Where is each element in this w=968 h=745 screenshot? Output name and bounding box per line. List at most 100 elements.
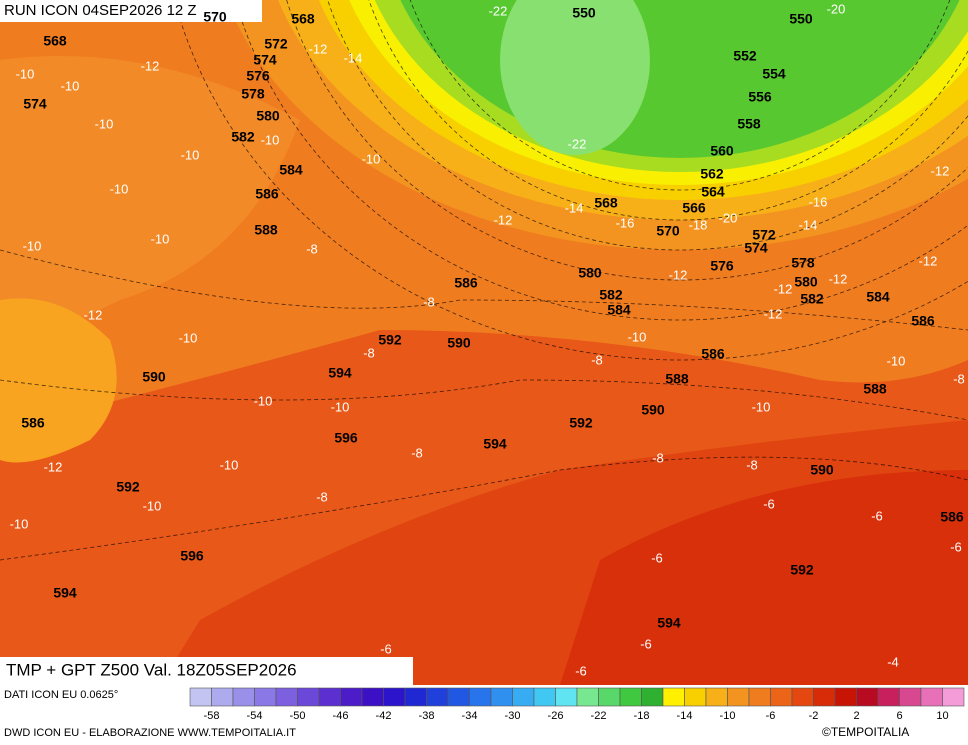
temperature-label: -6 xyxy=(575,663,587,678)
scale-cell xyxy=(318,687,341,707)
scale-cell xyxy=(662,687,685,707)
temperature-label: -10 xyxy=(151,231,170,246)
scale-cell xyxy=(748,687,771,707)
scale-cell xyxy=(211,687,234,707)
geopotential-label: 596 xyxy=(180,548,204,564)
scale-label: -26 xyxy=(548,710,564,722)
scale-cell xyxy=(490,687,513,707)
geopotential-label: 572 xyxy=(752,227,776,243)
scale-cell xyxy=(942,687,965,707)
geopotential-label: 570 xyxy=(656,223,680,239)
geopotential-label: 580 xyxy=(794,274,818,290)
temperature-label: -16 xyxy=(809,194,828,209)
geopotential-label: 568 xyxy=(291,11,315,27)
geopotential-label: 558 xyxy=(737,116,761,132)
scale-cell xyxy=(705,687,728,707)
scale-cell xyxy=(576,687,599,707)
scale-label: -10 xyxy=(720,710,736,722)
scale-cell xyxy=(813,687,836,707)
geopotential-label: 564 xyxy=(701,184,725,200)
scale-cell xyxy=(447,687,470,707)
geopotential-label: 584 xyxy=(866,289,890,305)
geopotential-label: 582 xyxy=(599,287,623,303)
geopotential-label: 586 xyxy=(255,186,279,202)
credit: DWD ICON EU - ELABORAZIONE WWW.TEMPOITAL… xyxy=(4,727,296,739)
geopotential-label: 592 xyxy=(116,479,140,495)
geopotential-label: 550 xyxy=(789,11,813,27)
scale-label: -2 xyxy=(809,710,819,722)
scale-cell xyxy=(404,687,427,707)
temperature-label: -8 xyxy=(363,345,375,360)
scale-cell xyxy=(899,687,922,707)
geopotential-label: 552 xyxy=(733,48,757,64)
temperature-label: -12 xyxy=(309,41,328,56)
geopotential-label: 582 xyxy=(231,129,255,145)
geopotential-label: 590 xyxy=(810,462,834,478)
geopotential-label: 560 xyxy=(710,143,734,159)
geopotential-label: 574 xyxy=(253,52,277,68)
scale-cell xyxy=(469,687,492,707)
temperature-label: -10 xyxy=(331,399,350,414)
temperature-label: -20 xyxy=(719,210,738,225)
map-background xyxy=(0,0,968,685)
temperature-label: -8 xyxy=(746,457,758,472)
scale-label: 2 xyxy=(853,710,859,722)
temperature-label: -10 xyxy=(23,238,42,253)
temperature-label: -12 xyxy=(764,306,783,321)
geopotential-label: 586 xyxy=(940,509,964,525)
scale-label: -50 xyxy=(290,710,306,722)
geopotential-label: 580 xyxy=(578,265,602,281)
temperature-label: -10 xyxy=(16,66,35,81)
temperature-label: -10 xyxy=(95,116,114,131)
geopotential-label: 594 xyxy=(483,436,507,452)
temperature-label: -10 xyxy=(143,498,162,513)
scale-cell xyxy=(920,687,943,707)
geopotential-label: 566 xyxy=(682,200,706,216)
geopotential-label: 568 xyxy=(594,195,618,211)
scale-cell xyxy=(770,687,793,707)
geopotential-label: 578 xyxy=(791,255,815,271)
temperature-label: -22 xyxy=(568,136,587,151)
scale-cell xyxy=(275,687,298,707)
temperature-label: -6 xyxy=(950,539,962,554)
temperature-label: -22 xyxy=(489,3,508,18)
scale-cell xyxy=(189,687,212,707)
geopotential-label: 576 xyxy=(710,258,734,274)
scale-cell xyxy=(856,687,879,707)
temperature-label: -10 xyxy=(887,353,906,368)
temperature-label: -6 xyxy=(871,508,883,523)
geopotential-label: 586 xyxy=(911,313,935,329)
temperature-label: -10 xyxy=(362,151,381,166)
map-title: TMP + GPT Z500 Val. 18Z05SEP2026 xyxy=(6,660,297,679)
temperature-label: -10 xyxy=(220,457,239,472)
geopotential-label: 588 xyxy=(254,222,278,238)
scale-cell xyxy=(232,687,255,707)
geopotential-label: 576 xyxy=(246,68,270,84)
temperature-label: -18 xyxy=(689,217,708,232)
title-box xyxy=(0,657,413,685)
geopotential-label: 562 xyxy=(700,166,724,182)
temperature-label: -12 xyxy=(141,58,160,73)
temperature-label: -8 xyxy=(306,241,318,256)
scale-cell xyxy=(361,687,384,707)
scale-label: -34 xyxy=(462,710,478,722)
temperature-label: -12 xyxy=(44,459,63,474)
scale-cell xyxy=(254,687,277,707)
geopotential-label: 594 xyxy=(657,615,681,631)
data-source: DATI ICON EU 0.0625° xyxy=(4,689,118,701)
geopotential-label: 550 xyxy=(572,5,596,21)
temperature-label: -12 xyxy=(84,307,103,322)
geopotential-label: 556 xyxy=(748,89,772,105)
scale-cell xyxy=(619,687,642,707)
geopotential-label: 584 xyxy=(279,162,303,178)
temperature-label: -14 xyxy=(799,217,818,232)
temperature-label: -10 xyxy=(110,181,129,196)
run-label: RUN ICON 04SEP2026 12 Z xyxy=(4,2,197,19)
geopotential-label: 586 xyxy=(21,415,45,431)
geopotential-label: 574 xyxy=(744,240,768,256)
scale-label: -42 xyxy=(376,710,392,722)
geopotential-label: 588 xyxy=(665,371,689,387)
temperature-label: -8 xyxy=(591,352,603,367)
